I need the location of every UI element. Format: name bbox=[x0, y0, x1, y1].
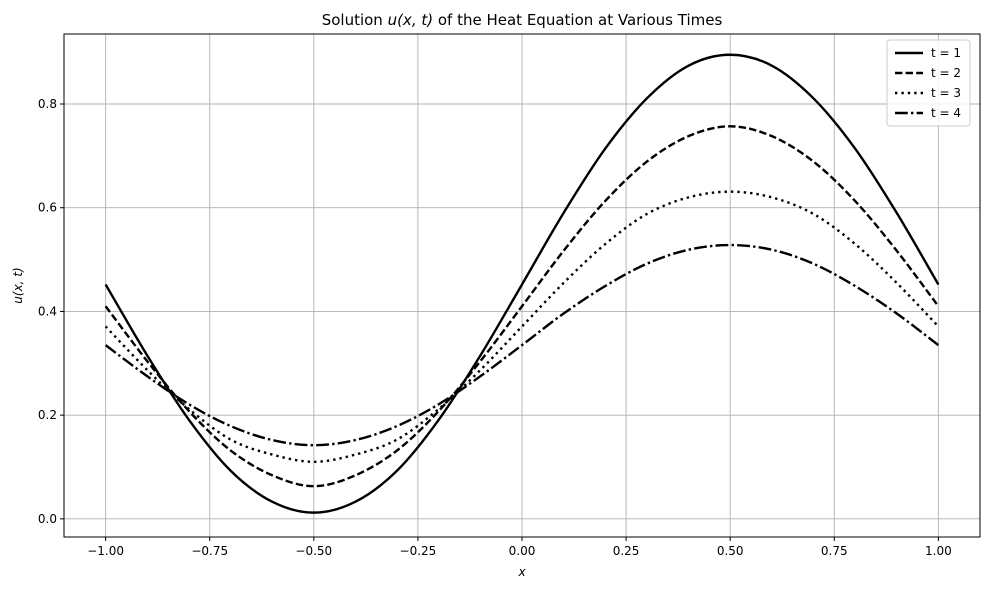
x-tick-label: −0.25 bbox=[400, 544, 437, 558]
title-suffix: of the Heat Equation at Various Times bbox=[433, 11, 722, 29]
title-math: u(x, t) bbox=[388, 11, 434, 29]
x-tick-label: −1.00 bbox=[87, 544, 124, 558]
x-tick-label: 1.00 bbox=[925, 544, 952, 558]
series-line-t-1 bbox=[104, 53, 940, 514]
grid bbox=[64, 34, 980, 537]
series-line-t-4 bbox=[104, 243, 940, 447]
y-tick-label: 0.8 bbox=[38, 97, 57, 111]
plot-lines bbox=[104, 53, 940, 514]
x-tick-label: 0.50 bbox=[717, 544, 744, 558]
y-axis-label: u(x, t) bbox=[11, 267, 25, 303]
x-tick-label: 0.25 bbox=[613, 544, 640, 558]
axis-ticks: −1.00 −0.75 −0.50 −0.25 0.00 0.25 0.50 0.75 1.00… bbox=[38, 97, 952, 558]
y-tick-label: 0.0 bbox=[38, 512, 57, 526]
y-tick-label: 0.2 bbox=[38, 408, 57, 422]
legend-box bbox=[886, 39, 971, 127]
x-tick-label: −0.75 bbox=[191, 544, 228, 558]
legend-label-t-4: t = 4 bbox=[931, 106, 961, 120]
chart-title: Solution u(x, t) of the Heat Equation at… bbox=[322, 11, 723, 29]
title-prefix: Solution bbox=[322, 11, 388, 29]
x-axis-label: x bbox=[517, 565, 526, 579]
y-tick-label: 0.4 bbox=[38, 304, 57, 318]
legend-label-t-1: t = 1 bbox=[931, 46, 961, 60]
legend-label-t-2: t = 2 bbox=[931, 66, 961, 80]
legend: t = 1 t = 2 t = 3 t = 4 bbox=[886, 39, 971, 127]
series-line-t-3 bbox=[104, 190, 940, 464]
y-tick-label: 0.6 bbox=[38, 201, 57, 215]
legend-label-t-3: t = 3 bbox=[931, 86, 961, 100]
series-line-t-2 bbox=[104, 125, 940, 488]
x-tick-label: 0.75 bbox=[821, 544, 848, 558]
x-tick-label: 0.00 bbox=[509, 544, 536, 558]
x-tick-label: −0.50 bbox=[295, 544, 332, 558]
